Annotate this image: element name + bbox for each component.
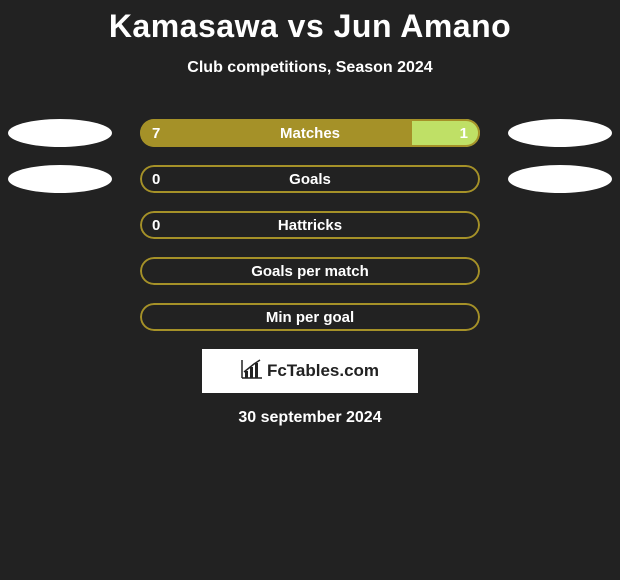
spacer [8,303,112,331]
spacer [508,303,612,331]
spacer [8,211,112,239]
stat-label: Min per goal [140,303,480,331]
stat-bar: Hattricks0 [140,211,480,239]
player1-oval [8,165,112,193]
player2-oval [508,119,612,147]
player1-value: 7 [152,119,160,147]
spacer [508,211,612,239]
stat-label: Goals per match [140,257,480,285]
stat-row: Goals0 [0,165,620,193]
stat-row: Min per goal [0,303,620,331]
spacer [508,257,612,285]
stat-row: Goals per match [0,257,620,285]
stat-row: Matches7 1 [0,119,620,147]
stat-bar: Goals0 [140,165,480,193]
bar-chart-icon [241,359,263,384]
stat-label: Goals [140,165,480,193]
page-subtitle: Club competitions, Season 2024 [0,59,620,77]
player1-value: 0 [152,211,160,239]
page-title: Kamasawa vs Jun Amano [0,0,620,45]
spacer [8,257,112,285]
stat-label: Matches [140,119,480,147]
stat-bar: Goals per match [140,257,480,285]
branding-badge: FcTables.com [202,349,418,393]
stat-label: Hattricks [140,211,480,239]
player1-value: 0 [152,165,160,193]
date-label: 30 september 2024 [0,409,620,427]
player2-value: 1 [460,119,468,147]
stat-bar: Matches7 1 [140,119,480,147]
stat-bar: Min per goal [140,303,480,331]
player2-oval [508,165,612,193]
player1-oval [8,119,112,147]
brand-text: FcTables.com [267,361,379,381]
stat-row: Hattricks0 [0,211,620,239]
stats-rows: Matches71Goals0Hattricks0Goals per match… [0,119,620,331]
